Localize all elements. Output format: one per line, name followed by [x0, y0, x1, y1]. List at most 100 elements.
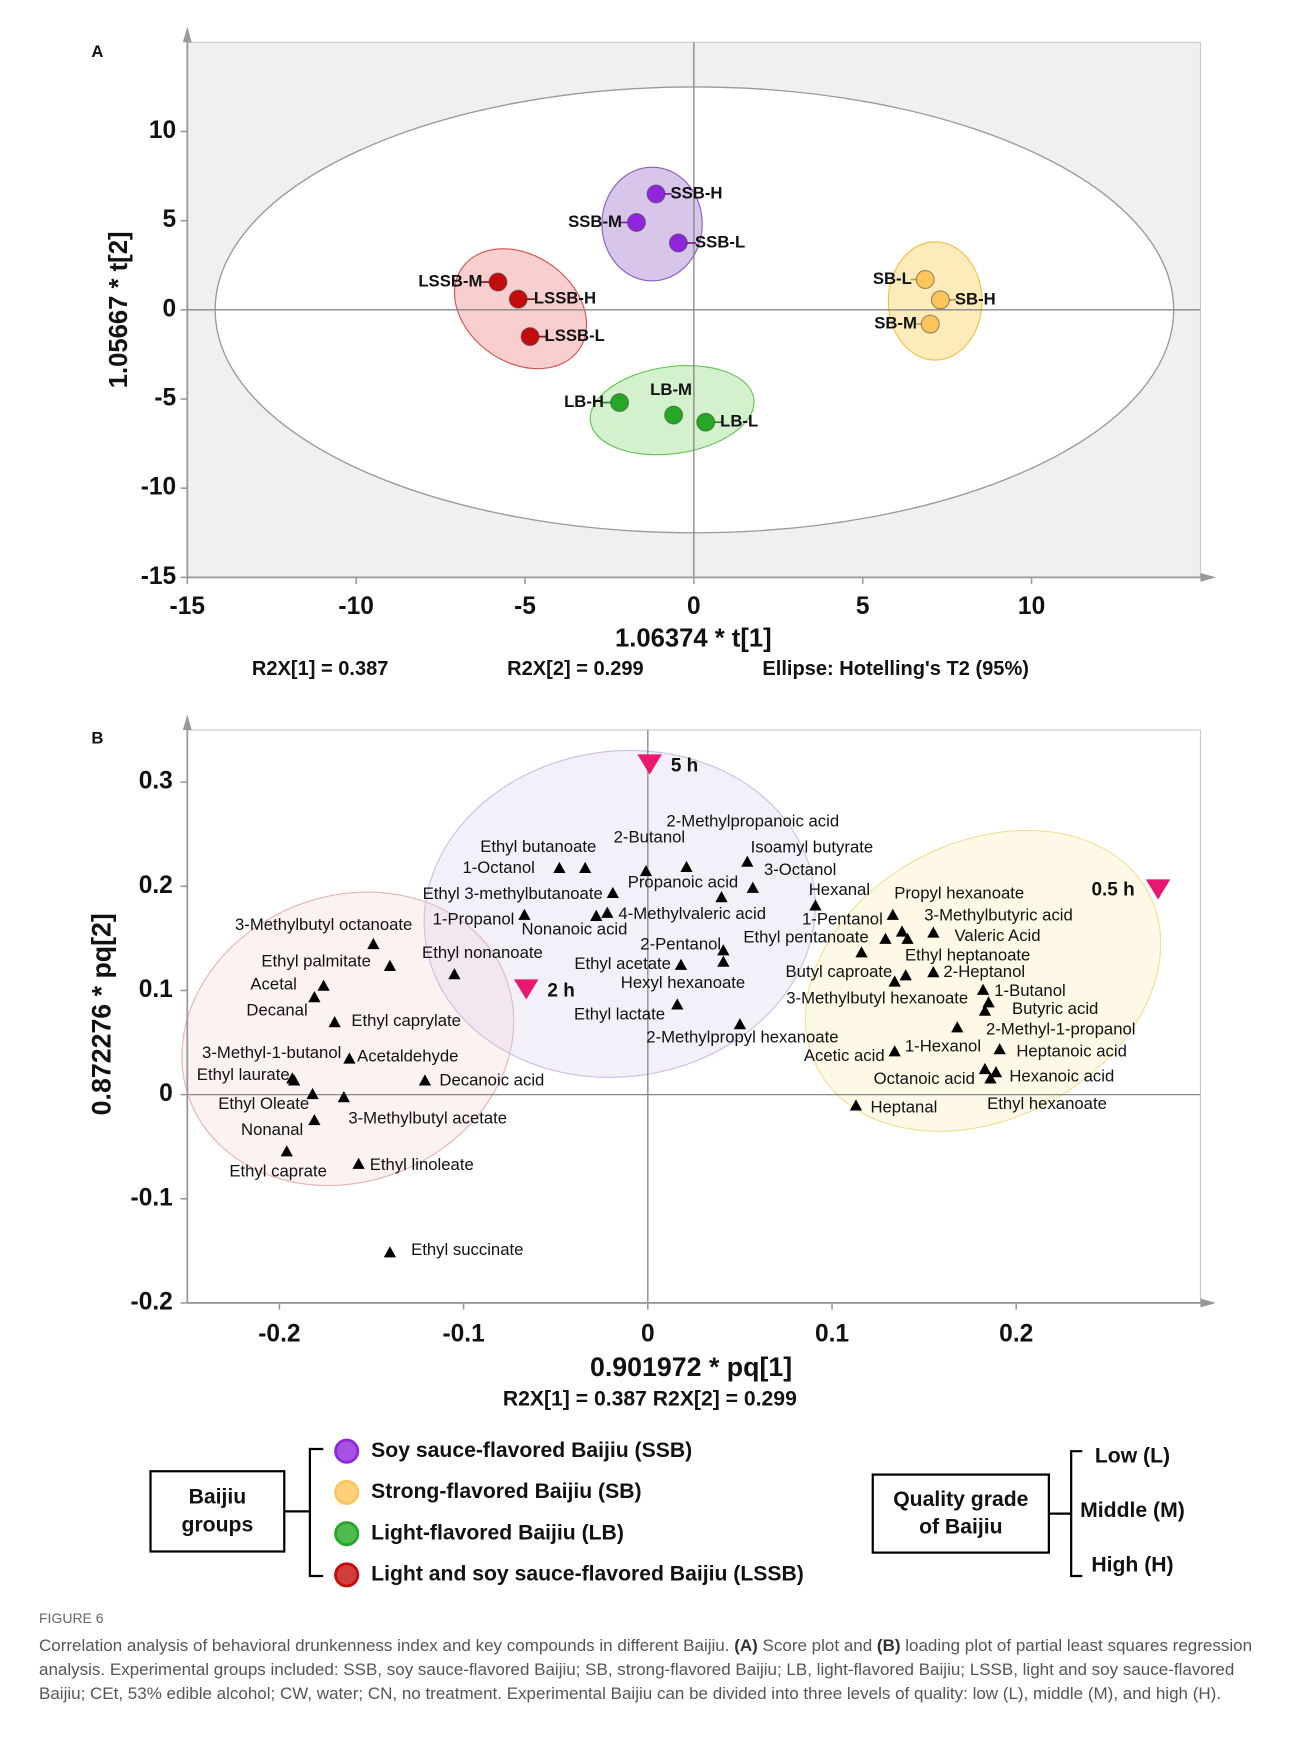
- y-tick-label: 0: [159, 1080, 173, 1107]
- legend-swatch: [334, 1479, 360, 1505]
- variable-label: Acetal: [250, 975, 296, 994]
- variable-label: Ethyl caprylate: [351, 1011, 461, 1030]
- variable-marker: [553, 861, 566, 874]
- legend-label: Strong-flavored Baijiu (SB): [371, 1480, 641, 1503]
- variable-label: Nonanal: [241, 1120, 303, 1139]
- variable-marker: [367, 937, 380, 950]
- variable-marker: [606, 886, 619, 899]
- x-tick-label: 5: [856, 593, 870, 620]
- point-label: SSB-L: [695, 232, 745, 251]
- point: [626, 212, 646, 232]
- variable-label: Ethyl nonanoate: [422, 943, 543, 962]
- variable-marker: [590, 909, 603, 921]
- variable-label: Octanoic acid: [874, 1069, 975, 1088]
- axis-arrow: [182, 26, 192, 43]
- variable-label: 1-Hexanol: [905, 1036, 981, 1055]
- plot-area: [186, 729, 1202, 1304]
- x-tick-label: -0.1: [442, 1321, 484, 1348]
- variable-marker: [895, 925, 909, 937]
- caption-part: loading plot of partial least squares re…: [39, 1636, 1253, 1703]
- variable-marker: [601, 906, 614, 918]
- variable-label: 2-Methylpropanoic acid: [666, 811, 839, 830]
- point-label: SSB-H: [671, 183, 723, 202]
- variable-label: 3-Octanol: [764, 860, 836, 879]
- y-axis-title: 0.872276 * pq[2]: [87, 913, 117, 1115]
- variable-marker: [280, 1145, 293, 1157]
- point: [696, 412, 716, 432]
- variable-marker: [308, 1113, 321, 1126]
- variable-label: 3-Methylbutyl acetate: [348, 1108, 507, 1127]
- variable-label: Ethyl caprate: [229, 1161, 326, 1180]
- variable-marker: [717, 955, 730, 967]
- point: [668, 233, 688, 253]
- caption-part: Correlation analysis of behavioral drunk…: [39, 1636, 735, 1655]
- variable-label: Hexanal: [809, 880, 870, 899]
- variable-label: 2-Methyl-1-propanol: [986, 1020, 1135, 1039]
- axis-arrow: [1200, 572, 1217, 582]
- point: [488, 272, 508, 292]
- x-tick-label: 0.2: [999, 1321, 1033, 1348]
- legend-box: [871, 1473, 1050, 1554]
- variable-marker: [746, 881, 759, 893]
- point-label: SB-L: [873, 269, 912, 288]
- variable-label: 2-Butanol: [614, 828, 686, 847]
- variable-marker: [306, 1087, 319, 1100]
- x-tick-label: 0.1: [815, 1321, 849, 1348]
- variable-marker: [288, 1074, 301, 1086]
- sample-label: 2 h: [547, 981, 574, 1002]
- variable-label: 1-Octanol: [462, 858, 534, 877]
- variable-marker: [352, 1157, 365, 1169]
- variable-marker: [328, 1016, 341, 1028]
- sample-marker: [513, 979, 539, 1000]
- point-label: LSSB-M: [418, 271, 482, 290]
- variable-marker: [982, 996, 995, 1008]
- variable-label: 4-Methylvaleric acid: [618, 904, 766, 923]
- variable-marker: [901, 932, 914, 944]
- legend-label: Light-flavored Baijiu (LB): [371, 1521, 624, 1544]
- caption-label: FIGURE 6: [39, 1610, 104, 1626]
- variable-label: Ethyl 3-methylbutanoate: [423, 884, 603, 903]
- point: [508, 289, 528, 309]
- x-axis-title: 0.901972 * pq[1]: [590, 1352, 792, 1382]
- y-tick-label: -5: [154, 385, 176, 412]
- variable-label: 1-Butanol: [994, 981, 1066, 1000]
- x-tick-label: -10: [338, 593, 373, 620]
- point: [646, 184, 666, 204]
- variable-label: Ethyl palmitate: [261, 951, 371, 970]
- sample-marker: [637, 754, 662, 775]
- variable-marker: [639, 865, 653, 877]
- legend-label: Soy sauce-flavored Baijiu (SSB): [371, 1439, 692, 1462]
- point: [520, 327, 540, 347]
- variable-marker: [984, 1072, 997, 1084]
- variable-marker: [888, 1045, 901, 1057]
- variable-label: Ethyl heptanoate: [905, 946, 1030, 965]
- variable-label: Ethyl hexanoate: [987, 1094, 1107, 1113]
- caption-part: (A): [734, 1636, 758, 1655]
- variable-label: 2-Methylpropyl hexanoate: [646, 1028, 838, 1047]
- legend-label: Light and soy sauce-flavored Baijiu (LSS…: [371, 1562, 804, 1585]
- variable-marker: [888, 975, 901, 987]
- legend-box: [149, 1470, 286, 1553]
- variable-marker: [978, 1004, 992, 1016]
- point: [920, 314, 940, 334]
- caption-text: Correlation analysis of behavioral drunk…: [39, 1634, 1279, 1706]
- legend-swatch: [334, 1521, 360, 1547]
- variable-label: Heptanal: [870, 1098, 937, 1117]
- quality-level: High (H): [1091, 1554, 1173, 1577]
- variable-marker: [951, 1021, 964, 1033]
- quality-level: Low (L): [1095, 1444, 1170, 1467]
- panel-label: A: [91, 42, 103, 61]
- variable-marker: [308, 991, 321, 1003]
- variable-marker: [989, 1066, 1003, 1078]
- x-tick-label: 0: [687, 593, 701, 620]
- variable-label: 2-Pentanol: [640, 935, 721, 954]
- variable-label: Ethyl butanoate: [480, 837, 596, 856]
- x-tick-label: -0.2: [258, 1321, 300, 1348]
- variable-label: Ethyl pentanoate: [743, 928, 868, 947]
- point-label: SSB-M: [568, 212, 622, 231]
- variable-label: Valeric Acid: [955, 926, 1041, 945]
- variable-label: 3-Methylbutyl hexanoate: [786, 988, 968, 1007]
- caption: FIGURE 6 Correlation analysis of behavio…: [39, 1608, 1279, 1706]
- variable-marker: [343, 1052, 356, 1064]
